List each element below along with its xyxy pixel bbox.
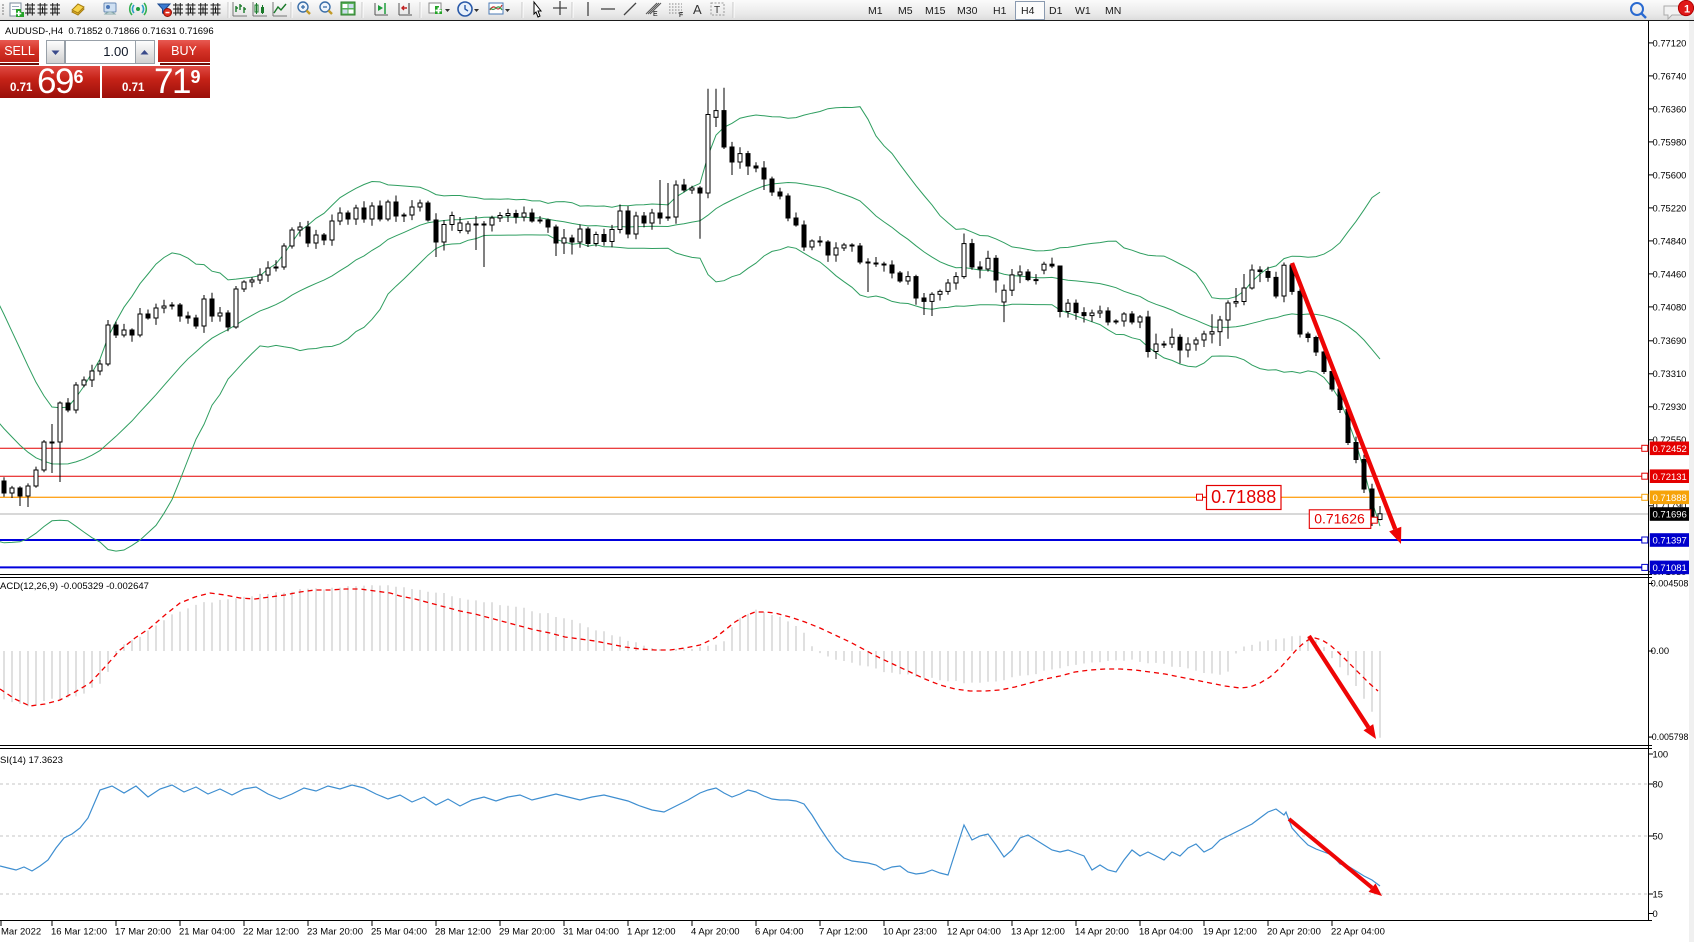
svg-text:A: A: [693, 2, 702, 17]
svg-text:SI(14) 17.3623: SI(14) 17.3623: [0, 755, 63, 766]
svg-text:29 Mar 20:00: 29 Mar 20:00: [499, 927, 555, 938]
svg-text:0.71888: 0.71888: [1653, 493, 1687, 504]
svg-text:1: 1: [1684, 4, 1690, 16]
svg-text:F: F: [679, 12, 683, 19]
svg-text:M30: M30: [957, 5, 978, 17]
svg-text:22 Mar 12:00: 22 Mar 12:00: [243, 927, 299, 938]
svg-text:ACD(12,26,9) -0.005329 -0.0026: ACD(12,26,9) -0.005329 -0.002647: [0, 581, 149, 592]
svg-text:10 Apr 23:00: 10 Apr 23:00: [883, 927, 937, 938]
svg-text:0.77120: 0.77120: [1653, 37, 1687, 48]
svg-text:M15: M15: [925, 5, 946, 17]
svg-text:28 Mar 12:00: 28 Mar 12:00: [435, 927, 491, 938]
svg-text:0.71696: 0.71696: [1653, 510, 1687, 521]
svg-text:21 Mar 04:00: 21 Mar 04:00: [179, 927, 235, 938]
svg-text:0.71081: 0.71081: [1653, 563, 1687, 574]
svg-text:80: 80: [1653, 778, 1663, 789]
svg-text:7 Apr 12:00: 7 Apr 12:00: [819, 927, 868, 938]
svg-text:19 Apr 12:00: 19 Apr 12:00: [1203, 927, 1257, 938]
svg-text:H4: H4: [1021, 5, 1035, 17]
svg-text:0.76740: 0.76740: [1653, 70, 1687, 81]
svg-text:25 Mar 04:00: 25 Mar 04:00: [371, 927, 427, 938]
svg-text:0.72550: 0.72550: [1653, 434, 1687, 445]
svg-text:0.76360: 0.76360: [1653, 103, 1687, 114]
svg-text:14 Apr 20:00: 14 Apr 20:00: [1075, 927, 1129, 938]
svg-text:4 Apr 20:00: 4 Apr 20:00: [691, 927, 740, 938]
svg-text:E: E: [653, 11, 658, 18]
svg-text:0.71790: 0.71790: [1653, 500, 1687, 511]
svg-text:12 Apr 04:00: 12 Apr 04:00: [947, 927, 1001, 938]
svg-text:0.72131: 0.72131: [1653, 472, 1687, 483]
svg-text:H1: H1: [993, 5, 1007, 17]
svg-text:0.004508: 0.004508: [1651, 579, 1689, 589]
svg-text:0.71888: 0.71888: [1211, 487, 1276, 507]
svg-text:0: 0: [1653, 908, 1658, 919]
svg-text:AUDUSD-,H4 0.71852 0.71866 0.: AUDUSD-,H4 0.71852 0.71866 0.71631 0.716…: [5, 26, 214, 37]
svg-text:0.75220: 0.75220: [1653, 202, 1687, 213]
svg-text:0.74080: 0.74080: [1653, 301, 1687, 312]
svg-text:17 Mar 20:00: 17 Mar 20:00: [115, 927, 171, 938]
svg-text:0.73310: 0.73310: [1653, 368, 1687, 379]
svg-text:22 Apr 04:00: 22 Apr 04:00: [1331, 927, 1385, 938]
svg-text:15: 15: [1653, 888, 1663, 899]
svg-text:20 Apr 20:00: 20 Apr 20:00: [1267, 927, 1321, 938]
svg-text:MN: MN: [1105, 5, 1121, 17]
svg-text:0.74840: 0.74840: [1653, 235, 1687, 246]
svg-text:50: 50: [1653, 830, 1663, 841]
svg-text:16 Mar 12:00: 16 Mar 12:00: [51, 927, 107, 938]
svg-text:31 Mar 04:00: 31 Mar 04:00: [563, 927, 619, 938]
svg-text:T: T: [714, 5, 720, 16]
svg-text:0.71626: 0.71626: [1314, 511, 1365, 527]
svg-text:1 Apr 12:00: 1 Apr 12:00: [627, 927, 676, 938]
svg-text:100: 100: [1653, 748, 1669, 759]
svg-text:6 Apr 04:00: 6 Apr 04:00: [755, 927, 804, 938]
svg-text:-0.005798: -0.005798: [1649, 732, 1689, 742]
svg-text:18 Apr 04:00: 18 Apr 04:00: [1139, 927, 1193, 938]
svg-text:M1: M1: [868, 5, 883, 17]
svg-text:0.71397: 0.71397: [1653, 536, 1687, 547]
svg-text:0.72930: 0.72930: [1653, 401, 1687, 412]
svg-text:Mar 2022: Mar 2022: [1, 927, 41, 938]
svg-text:0.75600: 0.75600: [1653, 169, 1687, 180]
svg-text:0.74460: 0.74460: [1653, 268, 1687, 279]
svg-text:23 Mar 20:00: 23 Mar 20:00: [307, 927, 363, 938]
svg-text:D1: D1: [1049, 5, 1063, 17]
svg-text:0.00: 0.00: [1651, 645, 1669, 656]
svg-text:M5: M5: [898, 5, 913, 17]
svg-text:0.73690: 0.73690: [1653, 335, 1687, 346]
svg-text:0.75980: 0.75980: [1653, 136, 1687, 147]
svg-text:0.72452: 0.72452: [1653, 444, 1687, 455]
svg-text:W1: W1: [1075, 5, 1091, 17]
svg-text:13 Apr 12:00: 13 Apr 12:00: [1011, 927, 1065, 938]
